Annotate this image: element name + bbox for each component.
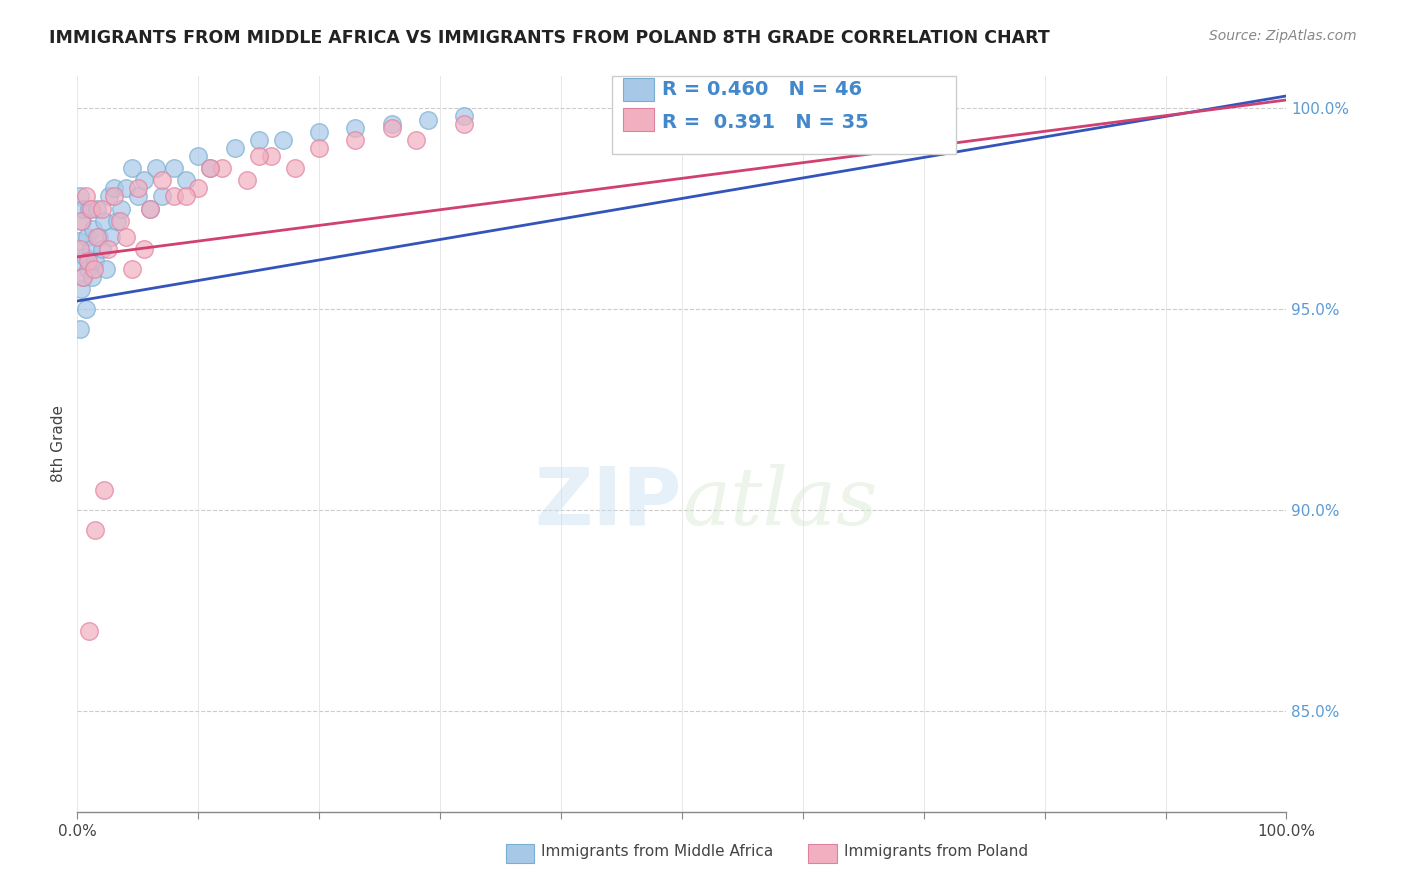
Point: [79, 624, 101, 638]
Point: [174, 173, 197, 187]
Point: [96, 261, 118, 276]
Point: [77, 253, 100, 268]
Point: [187, 181, 209, 195]
Text: ZIP: ZIP: [534, 464, 682, 541]
Point: [86, 202, 108, 216]
Point: [75, 301, 97, 316]
Point: [187, 149, 209, 163]
Point: [247, 133, 270, 147]
Point: [139, 202, 162, 216]
Point: [72, 269, 94, 284]
Point: [224, 141, 246, 155]
Point: [114, 181, 136, 195]
Point: [344, 121, 367, 136]
Point: [67, 234, 90, 248]
Point: [108, 213, 131, 227]
Point: [77, 261, 100, 276]
Point: [70, 213, 93, 227]
Text: Source: ZipAtlas.com: Source: ZipAtlas.com: [1209, 29, 1357, 43]
Point: [235, 173, 257, 187]
Point: [163, 189, 186, 203]
Point: [72, 269, 94, 284]
Point: [308, 141, 330, 155]
Text: Immigrants from Poland: Immigrants from Poland: [844, 844, 1028, 859]
Point: [145, 161, 167, 176]
Point: [381, 121, 404, 136]
Point: [73, 250, 96, 264]
Point: [211, 161, 233, 176]
Point: [97, 189, 120, 203]
Point: [105, 213, 128, 227]
Point: [453, 109, 475, 123]
Point: [174, 189, 197, 203]
Point: [121, 161, 143, 176]
Point: [69, 242, 91, 256]
Point: [69, 322, 91, 336]
Point: [93, 483, 115, 497]
Point: [79, 202, 101, 216]
Point: [70, 213, 93, 227]
Y-axis label: 8th Grade: 8th Grade: [51, 405, 66, 483]
Point: [127, 181, 149, 195]
Point: [83, 261, 105, 276]
Text: IMMIGRANTS FROM MIDDLE AFRICA VS IMMIGRANTS FROM POLAND 8TH GRADE CORRELATION CH: IMMIGRANTS FROM MIDDLE AFRICA VS IMMIGRA…: [49, 29, 1050, 46]
Point: [163, 161, 186, 176]
Point: [284, 161, 307, 176]
Point: [453, 117, 475, 131]
Point: [416, 113, 439, 128]
Point: [90, 202, 112, 216]
Point: [80, 269, 103, 284]
Text: Immigrants from Middle Africa: Immigrants from Middle Africa: [541, 844, 773, 859]
Point: [405, 133, 427, 147]
Point: [271, 133, 294, 147]
Point: [86, 229, 108, 244]
Point: [75, 189, 97, 203]
Point: [110, 202, 132, 216]
Point: [127, 189, 149, 203]
Point: [132, 242, 155, 256]
Point: [121, 261, 143, 276]
Text: atlas: atlas: [682, 464, 877, 541]
Point: [79, 242, 101, 256]
Point: [70, 282, 93, 296]
Point: [150, 189, 173, 203]
Point: [96, 242, 118, 256]
Point: [247, 149, 270, 163]
Point: [69, 189, 91, 203]
Point: [90, 242, 112, 256]
Point: [200, 161, 222, 176]
Point: [308, 125, 330, 139]
Point: [103, 189, 125, 203]
Point: [381, 117, 404, 131]
Point: [132, 173, 155, 187]
Point: [79, 202, 101, 216]
Point: [87, 229, 110, 244]
Point: [114, 229, 136, 244]
Point: [84, 253, 107, 268]
Point: [82, 221, 104, 235]
Point: [150, 173, 173, 187]
Point: [70, 253, 93, 268]
Point: [76, 229, 98, 244]
Point: [100, 229, 122, 244]
Point: [84, 523, 107, 537]
Point: [72, 202, 94, 216]
Point: [139, 202, 162, 216]
Point: [200, 161, 222, 176]
Point: [93, 213, 115, 227]
Text: R = 0.460   N = 46: R = 0.460 N = 46: [662, 80, 862, 99]
Text: R =  0.391   N = 35: R = 0.391 N = 35: [662, 113, 869, 132]
Point: [344, 133, 367, 147]
Point: [260, 149, 283, 163]
Point: [103, 181, 125, 195]
